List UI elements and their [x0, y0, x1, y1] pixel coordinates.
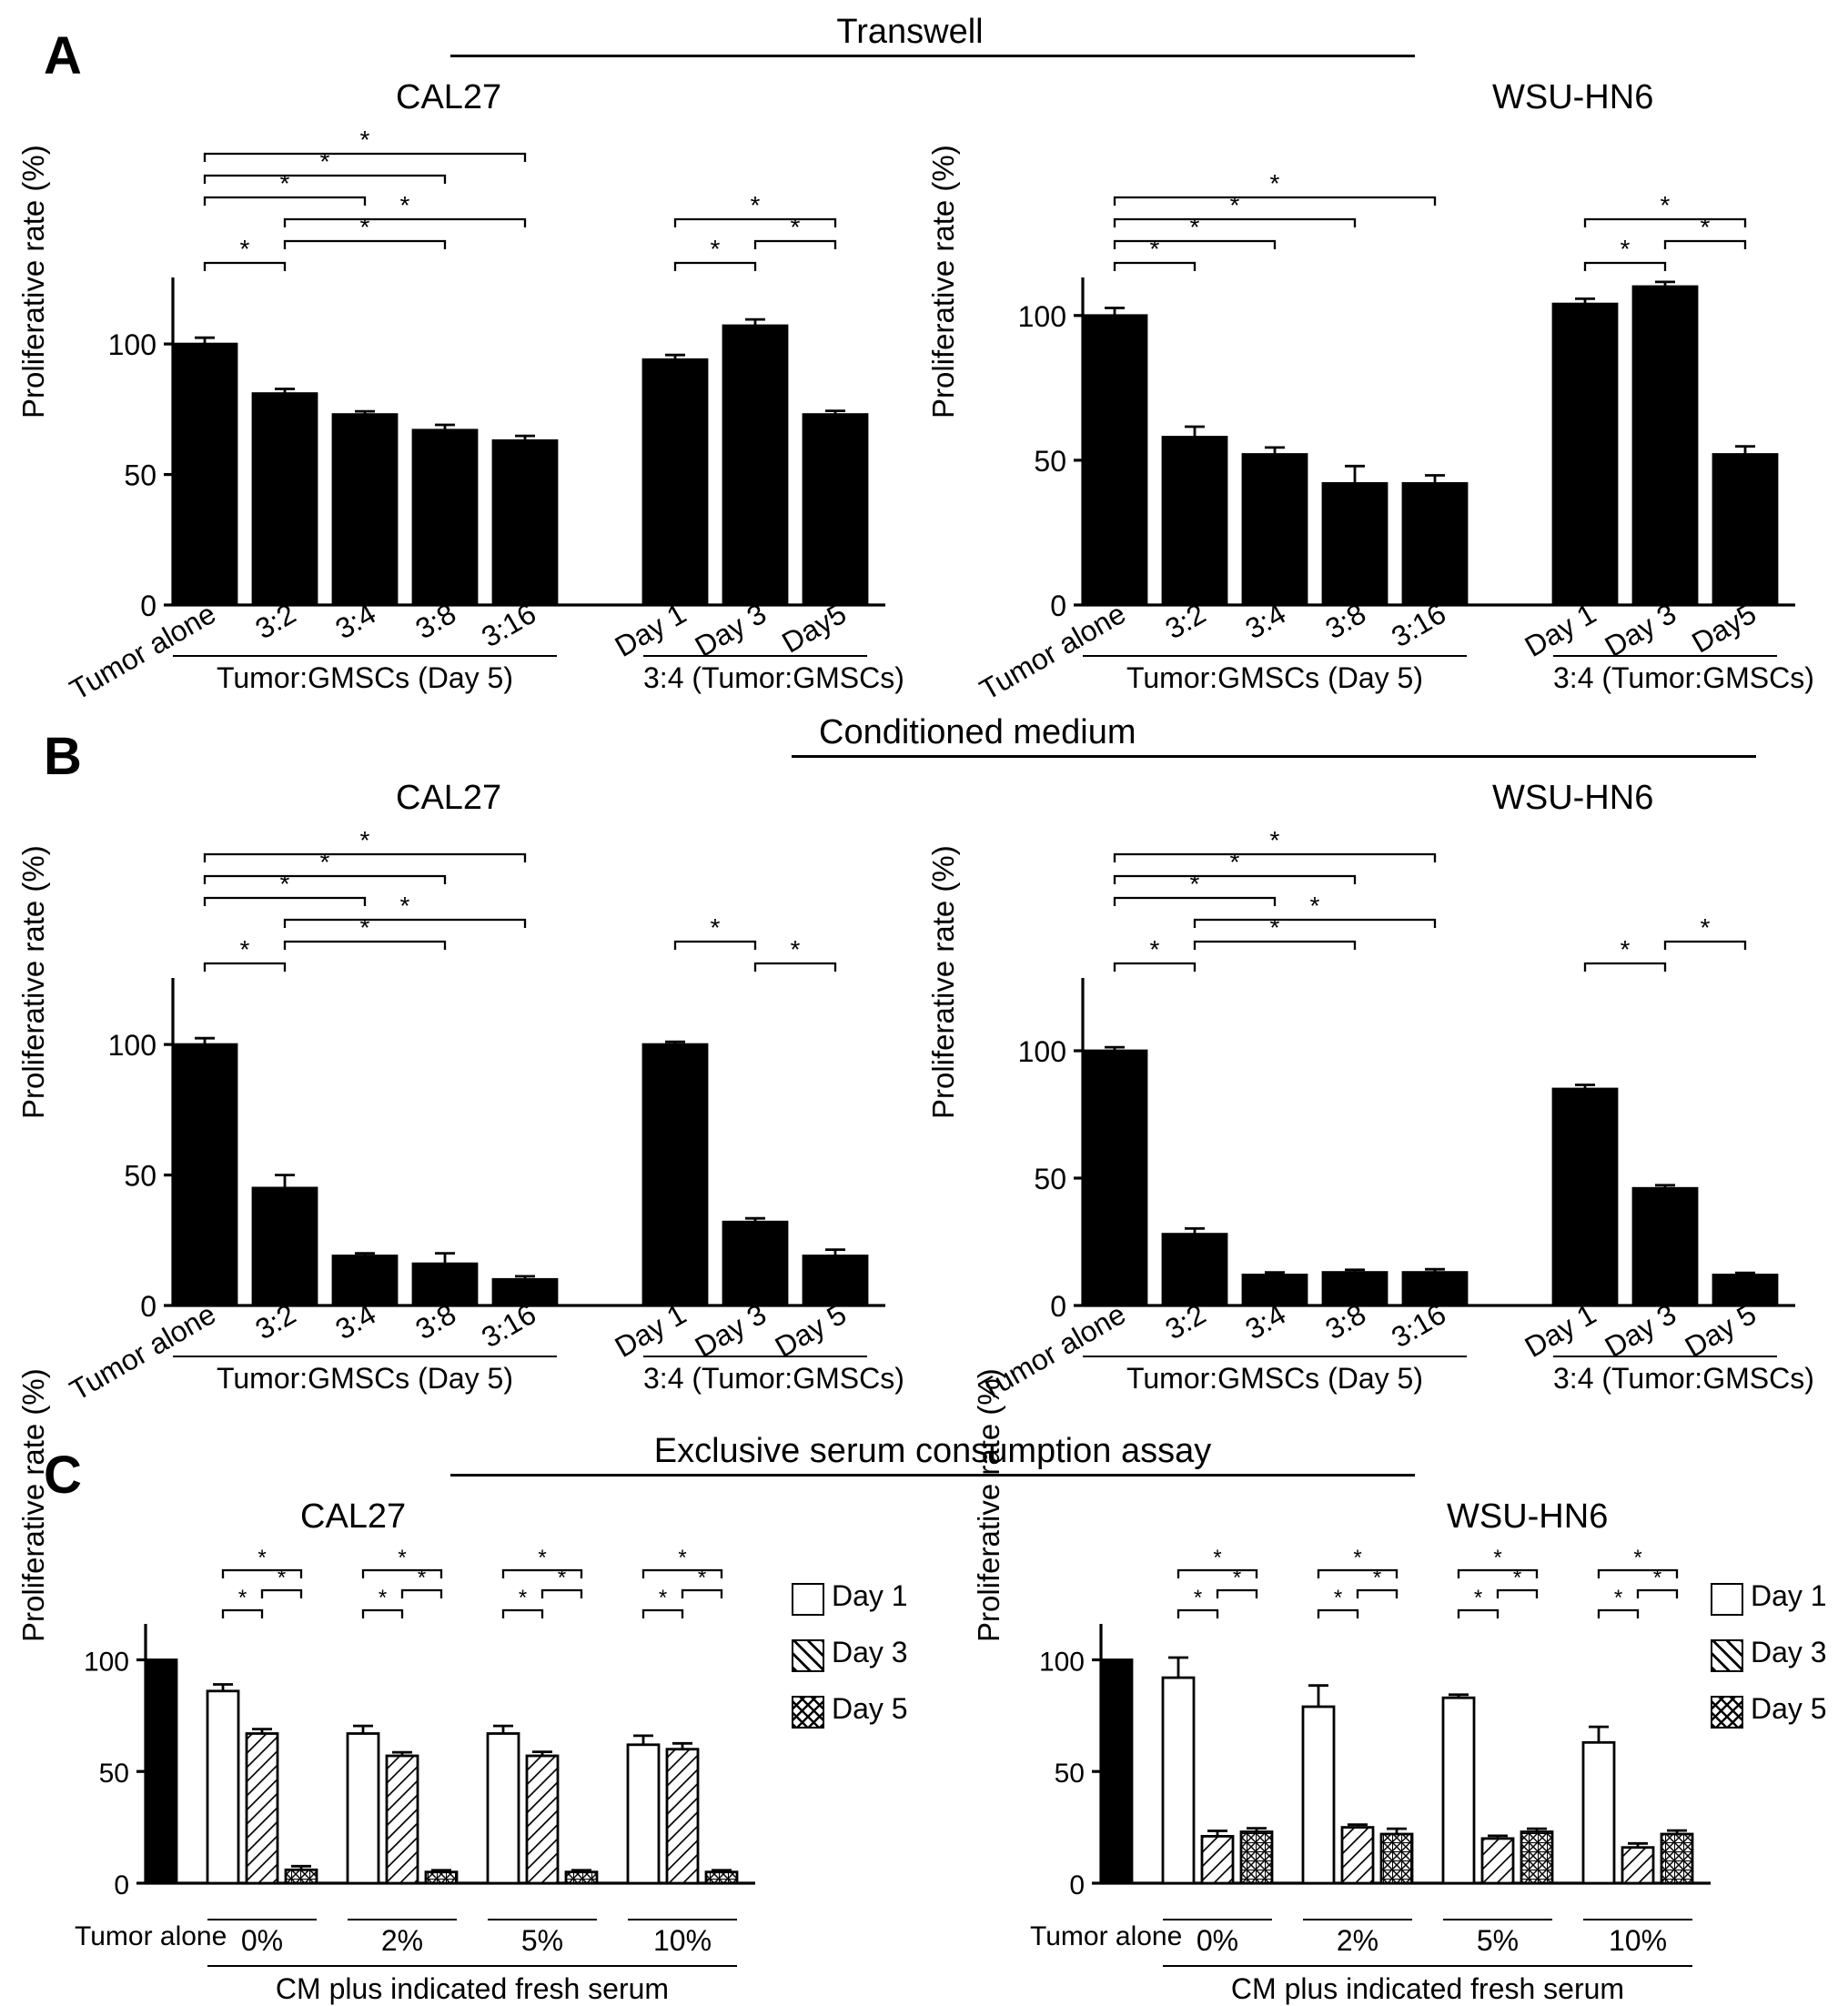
- svg-text:*: *: [1150, 935, 1160, 963]
- svg-text:*: *: [1230, 191, 1240, 219]
- svg-text:*: *: [280, 169, 290, 197]
- svg-text:100: 100: [1018, 1035, 1066, 1068]
- svg-text:*: *: [240, 235, 250, 263]
- svg-text:100: 100: [1018, 300, 1066, 333]
- svg-text:*: *: [400, 892, 410, 920]
- svg-text:*: *: [360, 126, 370, 154]
- svg-text:*: *: [1230, 848, 1240, 876]
- svg-text:0: 0: [1050, 1290, 1066, 1323]
- svg-text:*: *: [1701, 213, 1711, 241]
- svg-text:*: *: [1150, 235, 1160, 263]
- svg-text:*: *: [320, 848, 330, 876]
- svg-text:*: *: [1190, 213, 1200, 241]
- svg-text:*: *: [398, 1546, 406, 1570]
- svg-text:*: *: [538, 1546, 546, 1570]
- svg-text:*: *: [360, 826, 370, 854]
- svg-text:*: *: [791, 213, 801, 241]
- svg-text:*: *: [320, 147, 330, 176]
- svg-text:*: *: [1190, 870, 1200, 898]
- svg-text:50: 50: [124, 1160, 157, 1193]
- svg-text:*: *: [711, 235, 721, 263]
- svg-text:0: 0: [1050, 590, 1066, 622]
- svg-text:*: *: [400, 191, 410, 219]
- svg-text:*: *: [238, 1586, 247, 1610]
- svg-text:*: *: [659, 1586, 667, 1610]
- svg-text:50: 50: [99, 1759, 129, 1789]
- svg-text:*: *: [1270, 826, 1280, 854]
- svg-text:*: *: [379, 1586, 387, 1610]
- svg-text:100: 100: [84, 1648, 129, 1678]
- svg-text:*: *: [1194, 1586, 1202, 1610]
- svg-text:50: 50: [1034, 445, 1066, 478]
- svg-text:*: *: [240, 935, 250, 963]
- svg-text:100: 100: [108, 1029, 157, 1062]
- svg-text:0: 0: [1069, 1870, 1085, 1900]
- svg-text:*: *: [1621, 235, 1631, 263]
- svg-text:*: *: [678, 1546, 686, 1570]
- svg-text:0: 0: [140, 590, 157, 622]
- svg-text:*: *: [1270, 169, 1280, 197]
- svg-text:100: 100: [1039, 1648, 1085, 1678]
- svg-text:*: *: [1353, 1546, 1361, 1570]
- svg-text:*: *: [711, 913, 721, 942]
- svg-text:*: *: [1270, 913, 1280, 942]
- svg-text:*: *: [791, 935, 801, 963]
- svg-text:*: *: [1213, 1546, 1221, 1570]
- svg-text:*: *: [1621, 935, 1631, 963]
- svg-text:0: 0: [140, 1290, 157, 1323]
- svg-text:*: *: [1633, 1546, 1641, 1570]
- svg-text:*: *: [1701, 913, 1711, 942]
- svg-text:*: *: [1661, 191, 1671, 219]
- svg-text:0: 0: [114, 1870, 129, 1900]
- svg-text:*: *: [1614, 1586, 1622, 1610]
- svg-text:*: *: [280, 870, 290, 898]
- svg-text:*: *: [1493, 1546, 1501, 1570]
- svg-text:*: *: [360, 913, 370, 942]
- svg-text:*: *: [519, 1586, 527, 1610]
- svg-text:*: *: [1474, 1586, 1482, 1610]
- svg-text:50: 50: [124, 459, 157, 492]
- svg-text:*: *: [751, 191, 761, 219]
- svg-text:*: *: [1310, 892, 1320, 920]
- svg-text:50: 50: [1034, 1163, 1066, 1195]
- svg-text:*: *: [258, 1546, 266, 1570]
- svg-text:*: *: [1334, 1586, 1342, 1610]
- svg-text:100: 100: [108, 328, 157, 361]
- svg-text:*: *: [360, 213, 370, 241]
- svg-text:50: 50: [1055, 1759, 1085, 1789]
